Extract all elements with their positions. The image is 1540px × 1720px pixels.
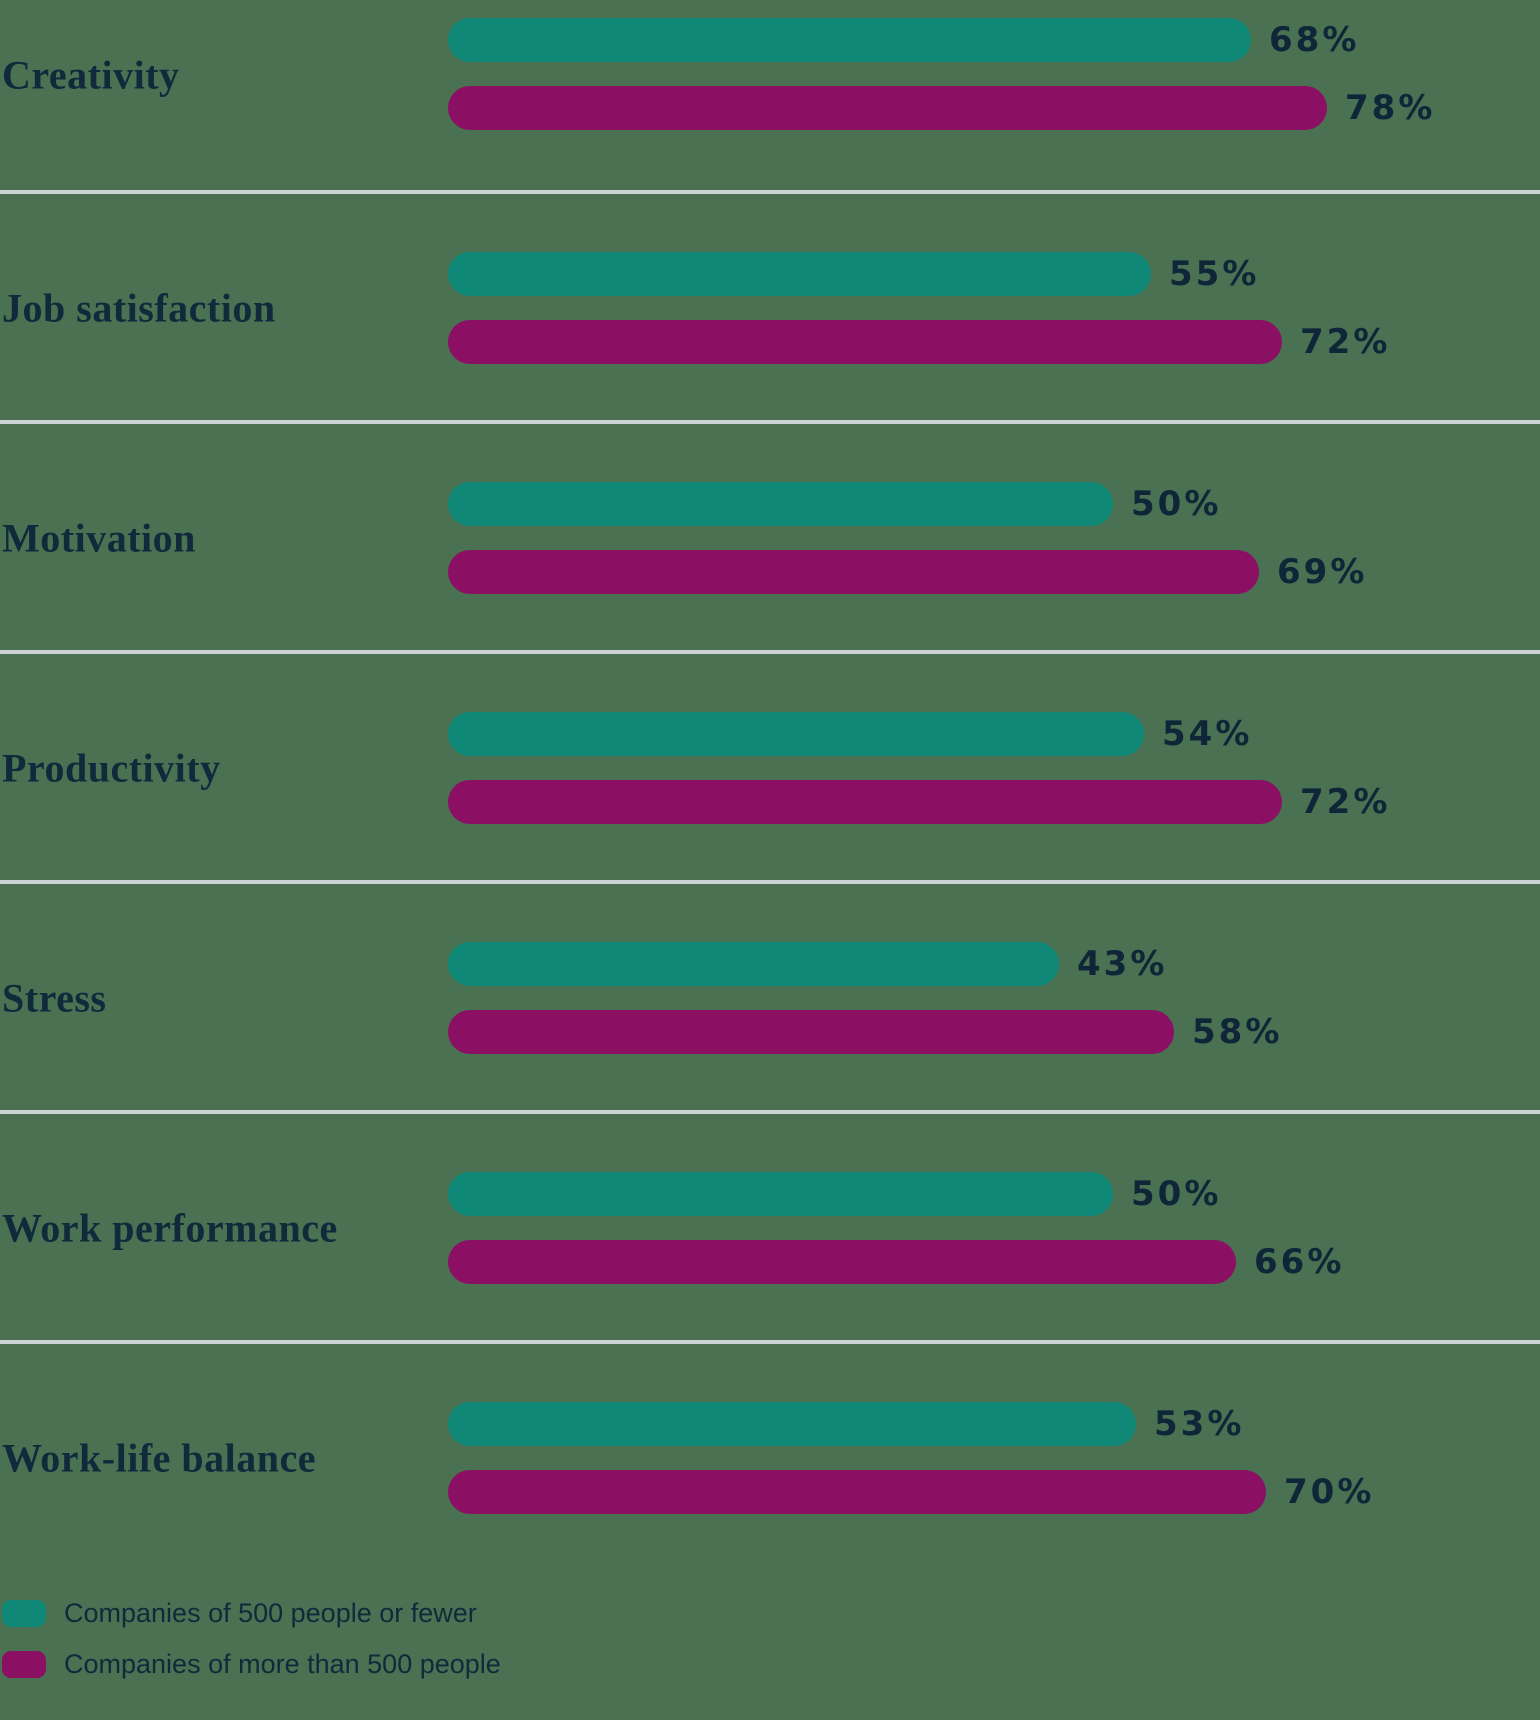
value-label-motivation-large-companies: 69% [1277, 552, 1368, 592]
category-label-productivity: Productivity [2, 745, 221, 791]
legend-swatch-magenta [2, 1651, 46, 1678]
row-divider-1 [0, 190, 1540, 194]
bar-stress-small-companies [448, 942, 1059, 986]
category-label-creativity: Creativity [2, 52, 180, 98]
bar-motivation-small-companies [448, 482, 1113, 526]
value-label-job-satisfaction-small-companies: 55% [1169, 254, 1260, 294]
bar-work-performance-large-companies [448, 1240, 1236, 1284]
value-label-creativity-large-companies: 78% [1345, 88, 1436, 128]
value-label-work-performance-large-companies: 66% [1254, 1242, 1345, 1282]
bar-work-life-balance-large-companies [448, 1470, 1266, 1514]
category-label-motivation: Motivation [2, 515, 196, 561]
legend-item-large-companies: Companies of more than 500 people [2, 1649, 501, 1679]
legend-label-small-companies: Companies of 500 people or fewer [64, 1598, 477, 1628]
row-divider-3 [0, 650, 1540, 654]
value-label-motivation-small-companies: 50% [1131, 484, 1222, 524]
value-label-productivity-small-companies: 54% [1162, 714, 1253, 754]
bar-motivation-large-companies [448, 550, 1259, 594]
category-label-work-performance: Work performance [2, 1205, 338, 1251]
value-label-productivity-large-companies: 72% [1300, 782, 1391, 822]
value-label-work-life-balance-small-companies: 53% [1154, 1404, 1245, 1444]
value-label-stress-large-companies: 58% [1192, 1012, 1283, 1052]
value-label-job-satisfaction-large-companies: 72% [1300, 322, 1391, 362]
bar-job-satisfaction-large-companies [448, 320, 1282, 364]
legend-item-small-companies: Companies of 500 people or fewer [2, 1598, 501, 1628]
category-label-stress: Stress [2, 975, 107, 1021]
bar-work-performance-small-companies [448, 1172, 1113, 1216]
value-label-stress-small-companies: 43% [1077, 944, 1168, 984]
value-label-work-performance-small-companies: 50% [1131, 1174, 1222, 1214]
category-label-work-life-balance: Work-life balance [2, 1435, 317, 1481]
bar-creativity-large-companies [448, 86, 1327, 130]
row-divider-4 [0, 880, 1540, 884]
row-divider-5 [0, 1110, 1540, 1114]
bar-work-life-balance-small-companies [448, 1402, 1136, 1446]
row-divider-6 [0, 1340, 1540, 1344]
value-label-creativity-small-companies: 68% [1269, 20, 1360, 60]
legend: Companies of 500 people or fewer Compani… [2, 1598, 501, 1702]
legend-label-large-companies: Companies of more than 500 people [64, 1649, 501, 1679]
category-label-job-satisfaction: Job satisfaction [2, 285, 276, 331]
bar-productivity-large-companies [448, 780, 1282, 824]
legend-swatch-teal [2, 1600, 46, 1627]
bar-stress-large-companies [448, 1010, 1174, 1054]
bar-job-satisfaction-small-companies [448, 252, 1151, 296]
row-divider-2 [0, 420, 1540, 424]
value-label-work-life-balance-large-companies: 70% [1284, 1472, 1375, 1512]
bar-creativity-small-companies [448, 18, 1251, 62]
bar-productivity-small-companies [448, 712, 1144, 756]
